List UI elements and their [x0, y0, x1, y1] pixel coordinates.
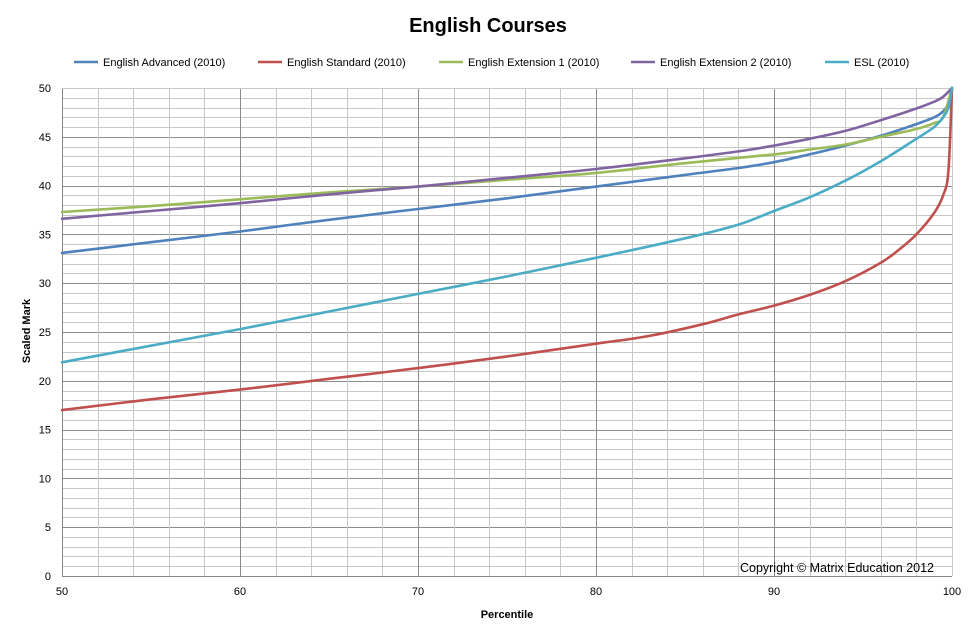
- x-tick-label: 80: [590, 586, 602, 598]
- x-axis-title: Percentile: [481, 609, 534, 621]
- y-tick-label: 35: [39, 229, 51, 241]
- chart-title: English Courses: [409, 15, 567, 37]
- series-line: [60, 86, 954, 255]
- y-tick-label: 20: [39, 376, 51, 388]
- series-line: [60, 86, 954, 214]
- legend-label: English Standard (2010): [287, 57, 406, 69]
- legend: English Advanced (2010) English Standard …: [74, 57, 909, 69]
- y-tick-label: 5: [45, 522, 51, 534]
- x-tick-label: 70: [412, 586, 424, 598]
- series-lines: [60, 86, 954, 412]
- y-tick-label: 50: [39, 83, 51, 95]
- legend-label: English Extension 2 (2010): [660, 57, 791, 69]
- y-tick-label: 30: [39, 278, 51, 290]
- y-tick-label: 15: [39, 425, 51, 437]
- x-tick-label: 90: [768, 586, 780, 598]
- x-tick-label: 50: [56, 586, 68, 598]
- y-tick-label: 0: [45, 571, 51, 583]
- series-line: [60, 86, 954, 221]
- legend-label: ESL (2010): [854, 57, 909, 69]
- axes: [62, 88, 953, 577]
- y-tick-label: 25: [39, 327, 51, 339]
- y-tick-label: 40: [39, 181, 51, 193]
- grid: [62, 88, 952, 576]
- legend-label: English Extension 1 (2010): [468, 57, 599, 69]
- x-tick-label: 60: [234, 586, 246, 598]
- y-axis-title: Scaled Mark: [21, 298, 33, 363]
- y-tick-label: 45: [39, 132, 51, 144]
- copyright-annotation: Copyright © Matrix Education 2012: [740, 561, 934, 575]
- legend-label: English Advanced (2010): [103, 57, 225, 69]
- y-tick-label: 10: [39, 473, 51, 485]
- series-line: [60, 86, 954, 364]
- x-tick-label: 100: [943, 586, 961, 598]
- y-tick-labels: 0 5 10 15 20 25 30 35 40 45 50: [39, 83, 51, 583]
- series-line: [60, 86, 954, 412]
- x-tick-labels: 50 60 70 80 90 100: [56, 586, 961, 598]
